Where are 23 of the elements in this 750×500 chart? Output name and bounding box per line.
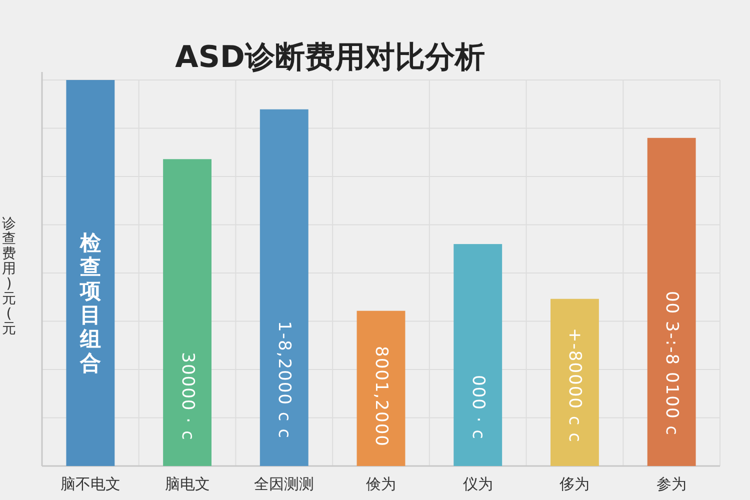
chart-title: ASD诊断费用对比分析 xyxy=(175,40,485,75)
bar xyxy=(260,109,308,466)
y-axis-title: 诊查费用)元(元 xyxy=(2,216,16,337)
x-tick-label: 侈为 xyxy=(560,475,590,493)
x-tick-label: 倹为 xyxy=(366,475,396,493)
x-tick-label: 全因测测 xyxy=(254,475,314,493)
annotation: 30000 · c xyxy=(177,352,198,441)
x-tick-label: 脑电文 xyxy=(164,475,210,493)
annotation: +-80000 c c xyxy=(564,328,585,443)
x-tick-label: 参为 xyxy=(656,475,687,493)
x-tick-label: 脑不电文 xyxy=(60,475,120,493)
annotation: 1-8,2000 c c xyxy=(274,321,294,439)
annotation: 8001,2000 xyxy=(371,346,391,447)
annotation: 检查项目组合 xyxy=(78,231,102,375)
x-tick-label: 仪为 xyxy=(462,475,493,493)
bar xyxy=(356,310,406,466)
annotation: 000 · c xyxy=(468,374,488,440)
bar xyxy=(66,80,115,466)
bar xyxy=(163,159,212,466)
bar xyxy=(550,298,599,466)
annotation: 00 3-:-8 0100 c xyxy=(662,290,682,436)
bar xyxy=(647,138,696,466)
bar xyxy=(454,244,502,466)
